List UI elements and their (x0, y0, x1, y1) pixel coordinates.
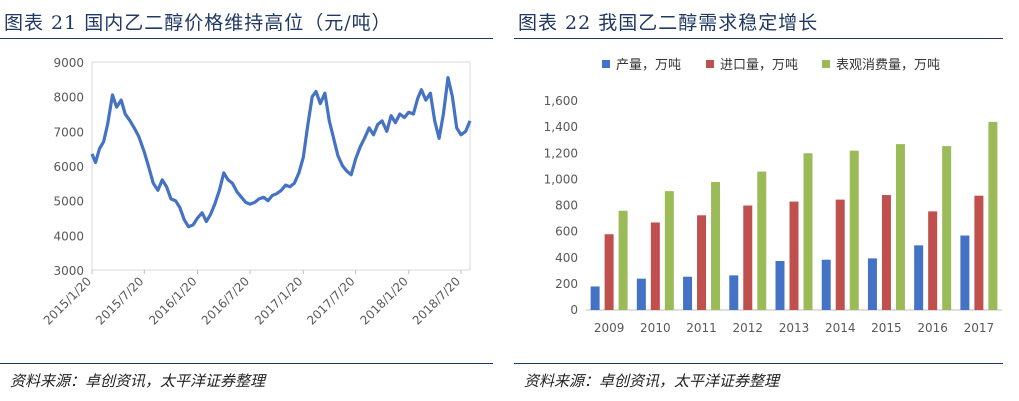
bar (729, 275, 739, 310)
bar (960, 235, 970, 310)
price-chart-source: 资料来源：卓创资讯，太平洋证券整理 (10, 372, 266, 390)
x-tick-label: 2017 (964, 321, 995, 335)
demand-chart-panel: 图表 22 我国乙二醇需求稳定增长 产量，万吨 进口量，万吨 表观消费量，万吨 0 20… (514, 0, 1019, 401)
legend-label: 表观消费量，万吨 (836, 58, 940, 73)
x-tick-label: 2016/7/20 (199, 274, 252, 327)
x-tick-label: 2018/7/20 (410, 274, 463, 327)
bar (914, 245, 924, 310)
legend-swatch (602, 60, 610, 68)
y-tick-label: 8000 (53, 91, 84, 105)
bar (849, 150, 859, 310)
bar (803, 153, 813, 310)
bar (881, 195, 891, 310)
y-tick-label: 1,000 (544, 172, 578, 186)
bar (974, 195, 984, 310)
y-tick-label: 5000 (53, 195, 84, 209)
y-tick-label: 1,200 (544, 146, 578, 160)
x-tick-label: 2011 (686, 321, 717, 335)
x-tick-label: 2012 (733, 321, 764, 335)
x-tick-label: 2017/1/20 (252, 274, 305, 327)
bar (697, 215, 707, 310)
bar (604, 234, 614, 310)
bar (650, 222, 660, 310)
y-tick-label: 400 (555, 251, 578, 265)
y-tick-label: 6000 (53, 160, 84, 174)
x-tick-label: 2016 (917, 321, 948, 335)
y-tick-label: 9000 (53, 56, 84, 70)
x-tick-label: 2013 (779, 321, 810, 335)
bar (835, 199, 845, 310)
source-rule (0, 363, 493, 364)
x-tick-label: 2015/7/20 (93, 274, 146, 327)
demand-chart-title: 图表 22 我国乙二醇需求稳定增长 (518, 12, 819, 34)
bar (590, 286, 600, 310)
x-tick-label: 2018/1/20 (357, 274, 410, 327)
x-tick-label: 2009 (594, 321, 625, 335)
y-tick-label: 1,600 (544, 94, 578, 108)
bar (711, 181, 721, 310)
bar (636, 278, 646, 310)
bar (683, 276, 693, 310)
demand-bar-chart: 产量，万吨 进口量，万吨 表观消费量，万吨 0 200 400 600 800 1,000 1,2… (544, 58, 1002, 335)
price-line-chart: 30004000500060007000800090002015/1/20201… (41, 56, 472, 328)
bar (928, 211, 938, 310)
legend-swatch (706, 60, 714, 68)
y-tick-label: 7000 (53, 125, 84, 139)
bar (664, 191, 674, 310)
x-tick-label: 2015 (871, 321, 902, 335)
legend-swatch (822, 60, 830, 68)
x-tick-label: 2014 (825, 321, 856, 335)
y-tick-label: 4000 (53, 229, 84, 243)
bar (789, 201, 799, 310)
y-tick-label: 0 (570, 303, 578, 317)
bar (757, 171, 767, 310)
plot-area (91, 61, 471, 271)
source-rule (514, 363, 1003, 364)
price-chart-title: 图表 21 国内乙二醇价格维持高位（元/吨） (4, 12, 392, 34)
bar (988, 121, 998, 311)
y-tick-label: 800 (555, 199, 578, 213)
legend-label: 进口量，万吨 (720, 58, 798, 73)
bar (895, 144, 905, 310)
bar (743, 205, 753, 310)
y-tick-label: 1,400 (544, 120, 578, 134)
bar (942, 146, 952, 310)
demand-chart-source: 资料来源：卓创资讯，太平洋证券整理 (524, 372, 780, 390)
x-tick-label: 2016/1/20 (146, 274, 199, 327)
title-rule (514, 38, 1003, 39)
bar (821, 259, 831, 310)
bar (775, 261, 785, 310)
legend-label: 产量，万吨 (616, 58, 681, 73)
price-series-line (90, 75, 472, 229)
x-tick-label: 2015/1/20 (41, 274, 94, 327)
x-tick-label: 2010 (640, 321, 671, 335)
y-tick-label: 3000 (53, 264, 84, 278)
y-tick-label: 600 (555, 225, 578, 239)
bar (618, 210, 628, 310)
bar (867, 258, 877, 310)
x-tick-label: 2017/7/20 (304, 274, 357, 327)
title-rule (0, 38, 493, 39)
price-chart-panel: 图表 21 国内乙二醇价格维持高位（元/吨） 3000 4000 5000 6000 7… (0, 0, 505, 401)
y-tick-label: 200 (555, 277, 578, 291)
